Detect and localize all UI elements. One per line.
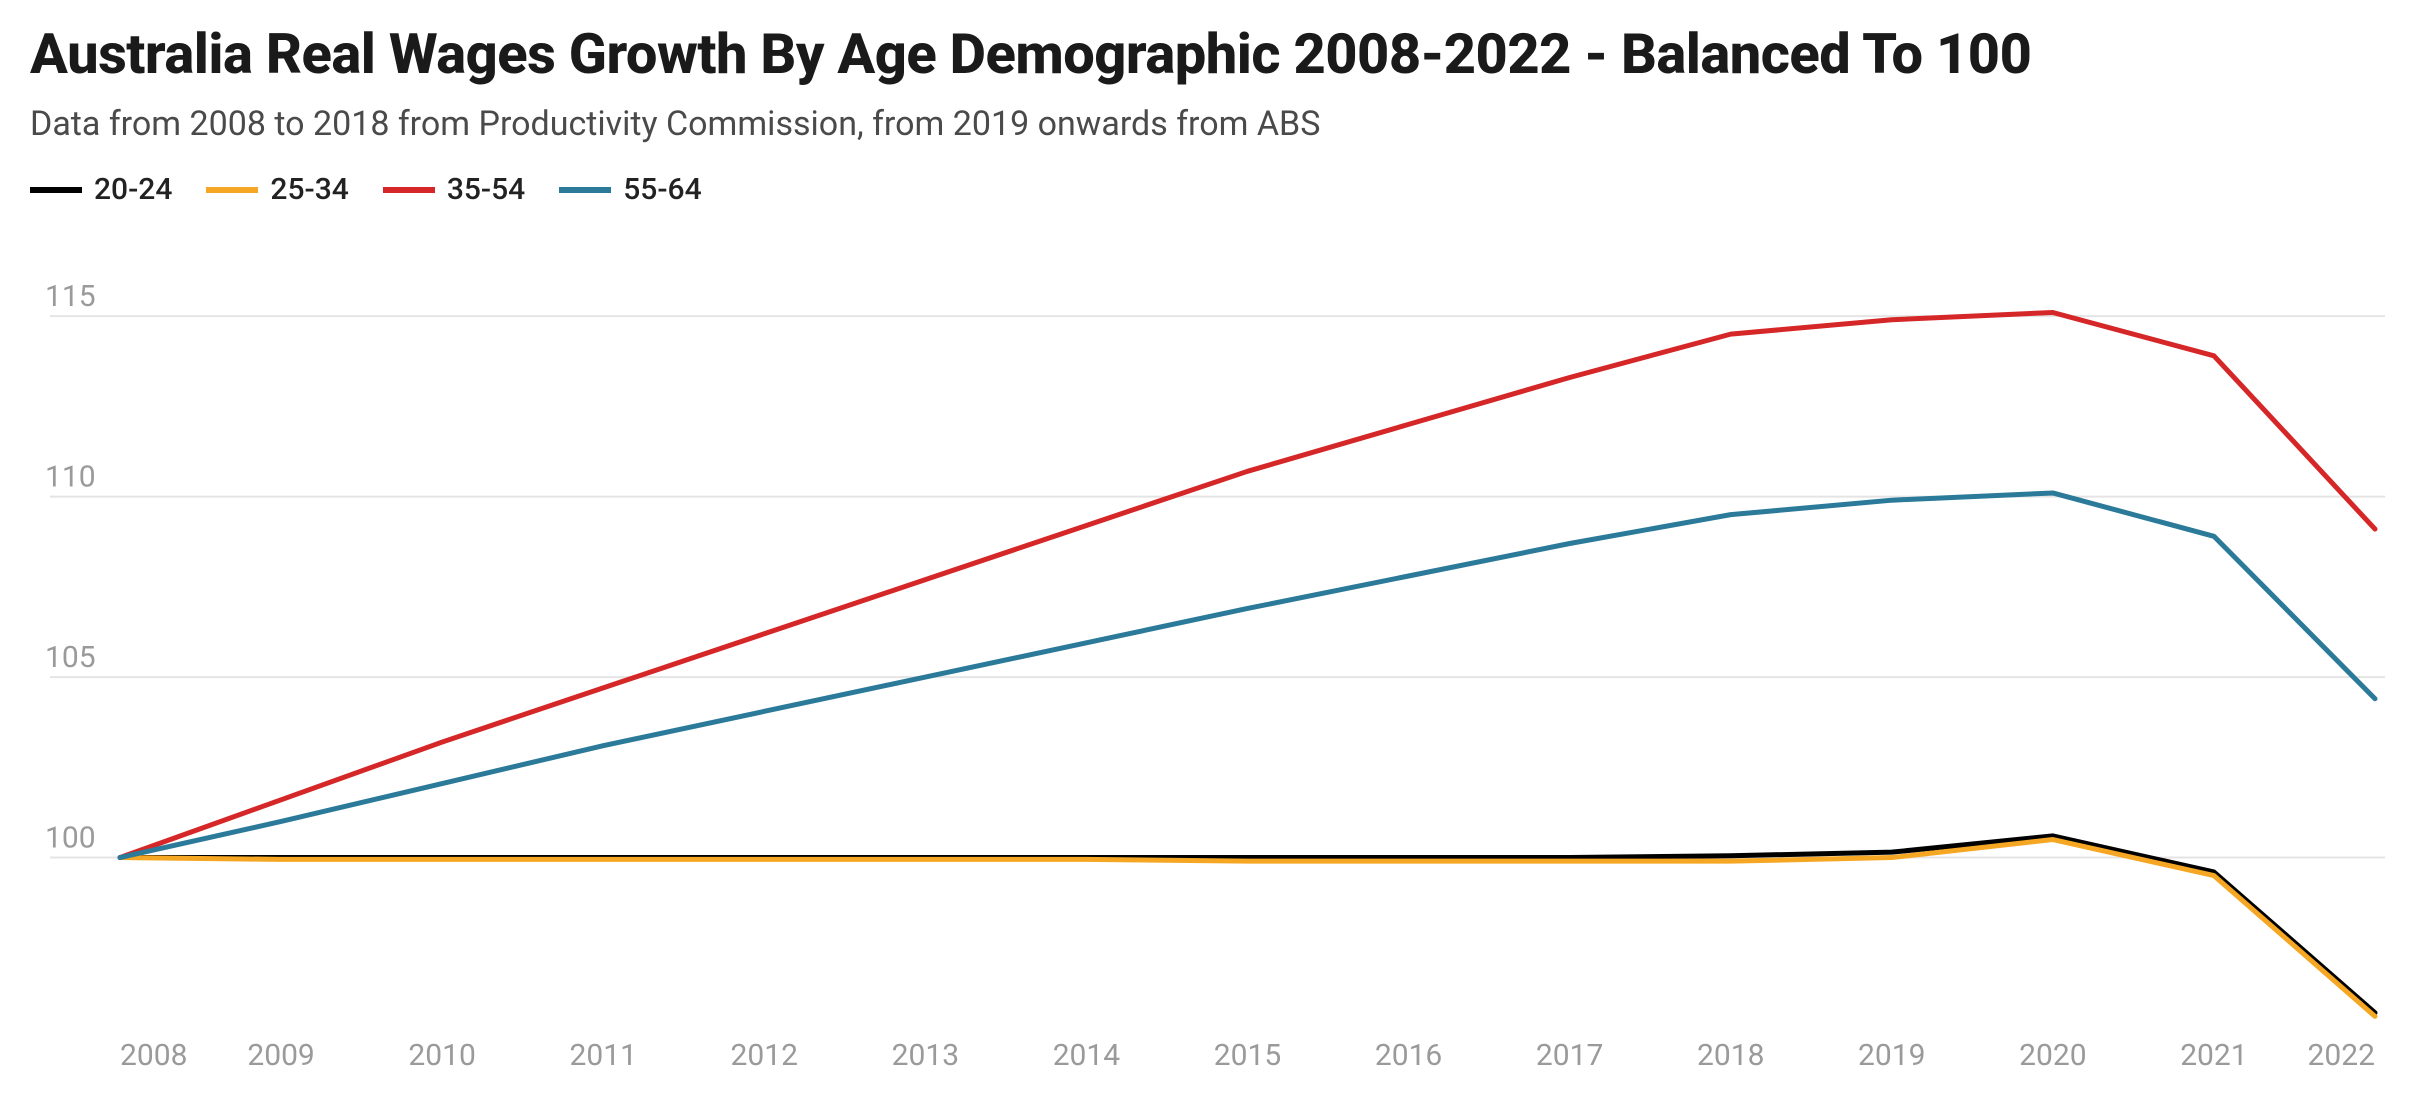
x-axis-label: 2012	[731, 1038, 798, 1073]
legend-item: 25-34	[206, 172, 348, 207]
legend-swatch	[559, 187, 611, 193]
x-axis-label: 2008	[120, 1038, 187, 1073]
legend-item: 20-24	[30, 172, 172, 207]
legend-swatch	[206, 187, 258, 193]
series-line	[120, 840, 2375, 1017]
legend-label: 25-34	[270, 172, 348, 207]
x-axis-label: 2022	[2308, 1038, 2375, 1073]
y-axis-label: 105	[45, 640, 96, 675]
x-axis-label: 2015	[1214, 1038, 1281, 1073]
x-axis-label: 2009	[247, 1038, 314, 1073]
x-axis-label: 2018	[1697, 1038, 1764, 1073]
x-axis-label: 2010	[408, 1038, 475, 1073]
legend-label: 20-24	[94, 172, 172, 207]
y-axis-label: 100	[45, 821, 96, 856]
line-chart-svg: 100 105 110 115 2008 2009 2010 2011 2012 2013 2014…	[30, 270, 2387, 1078]
y-axis-label: 110	[45, 460, 96, 495]
x-axis-label: 2013	[892, 1038, 959, 1073]
chart-plot-area: 100 105 110 115 2008 2009 2010 2011 2012 2013 2014…	[30, 270, 2387, 1078]
series-line	[120, 493, 2375, 858]
legend-label: 55-64	[623, 172, 701, 207]
x-axis-label: 2021	[2180, 1038, 2247, 1073]
legend-item: 35-54	[383, 172, 525, 207]
x-axis-label: 2017	[1536, 1038, 1603, 1073]
chart-subtitle: Data from 2008 to 2018 from Productivity…	[30, 104, 2387, 145]
chart-title: Australia Real Wages Growth By Age Demog…	[30, 24, 2387, 86]
legend-swatch	[30, 187, 82, 193]
x-axis-label: 2020	[2019, 1038, 2086, 1073]
x-axis-label: 2011	[569, 1038, 636, 1073]
x-axis-label: 2019	[1858, 1038, 1925, 1073]
legend-item: 55-64	[559, 172, 701, 207]
series-line	[120, 312, 2375, 857]
y-axis-label: 115	[45, 279, 96, 314]
x-axis-label: 2014	[1053, 1038, 1121, 1073]
legend-label: 35-54	[447, 172, 525, 207]
chart-legend: 20-24 25-34 35-54 55-64	[30, 172, 2387, 207]
x-axis-label: 2016	[1375, 1038, 1442, 1073]
legend-swatch	[383, 187, 435, 193]
